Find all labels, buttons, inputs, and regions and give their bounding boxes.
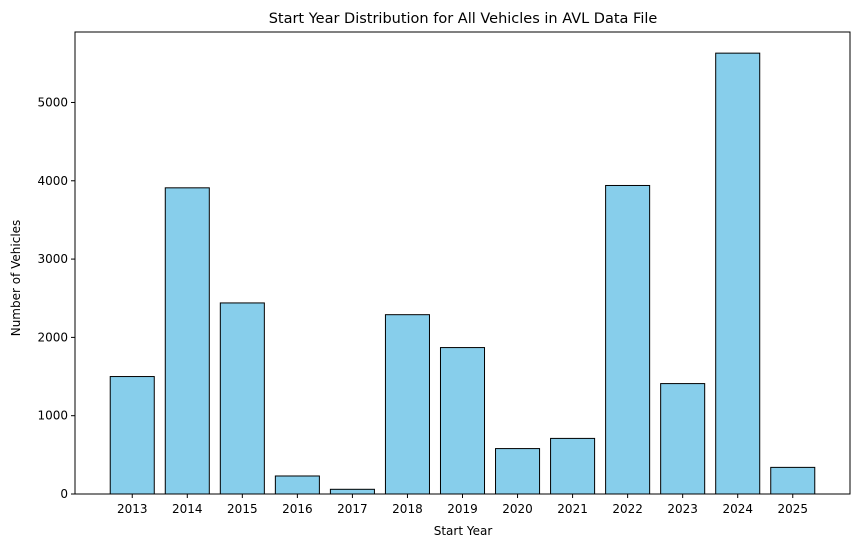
- bar-2014: [164, 187, 210, 495]
- y-tick-label-1000: 1000: [37, 409, 68, 423]
- bar-2023: [660, 383, 706, 495]
- y-tick-label-4000: 4000: [37, 174, 68, 188]
- bar-2021: [550, 437, 596, 495]
- bar-2016: [274, 475, 320, 495]
- bar-2013: [109, 376, 155, 495]
- y-axis-label: Number of Vehicles: [9, 220, 23, 337]
- bar-2022: [605, 184, 651, 495]
- bar-2018: [384, 314, 430, 495]
- x-tick-label-2019: 2019: [447, 502, 478, 516]
- plot-frame: [74, 31, 851, 495]
- x-tick-label-2013: 2013: [117, 502, 148, 516]
- x-tick-label-2025: 2025: [777, 502, 808, 516]
- y-tick-label-0: 0: [60, 487, 68, 501]
- bar-2025: [770, 466, 816, 495]
- y-tick-label-2000: 2000: [37, 330, 68, 344]
- bar-2015: [219, 302, 265, 495]
- bar-2019: [439, 347, 486, 495]
- x-axis-label: Start Year: [434, 524, 493, 538]
- bar-2020: [495, 448, 541, 495]
- y-tick-label-3000: 3000: [37, 252, 68, 266]
- x-tick-label-2024: 2024: [722, 502, 753, 516]
- x-tick-label-2017: 2017: [337, 502, 368, 516]
- x-tick-label-2023: 2023: [667, 502, 698, 516]
- y-tick-label-5000: 5000: [37, 95, 68, 109]
- x-tick-label-2016: 2016: [282, 502, 313, 516]
- bars: [109, 52, 816, 495]
- x-tick-label-2015: 2015: [227, 502, 258, 516]
- x-tick-label-2020: 2020: [502, 502, 533, 516]
- bar-2024: [715, 52, 761, 495]
- x-tick-label-2018: 2018: [392, 502, 423, 516]
- x-tick-label-2014: 2014: [172, 502, 203, 516]
- chart-title: Start Year Distribution for All Vehicles…: [269, 11, 658, 27]
- x-tick-label-2022: 2022: [612, 502, 643, 516]
- bar-2017: [329, 488, 375, 495]
- x-tick-label-2021: 2021: [557, 502, 588, 516]
- y-axis-ticks: 0 1000 2000 3000 4000 5000: [37, 95, 75, 501]
- x-axis-ticks: 2013 2014 2015 2016 2017 2018 2019 2020 2021 2022…: [117, 494, 808, 516]
